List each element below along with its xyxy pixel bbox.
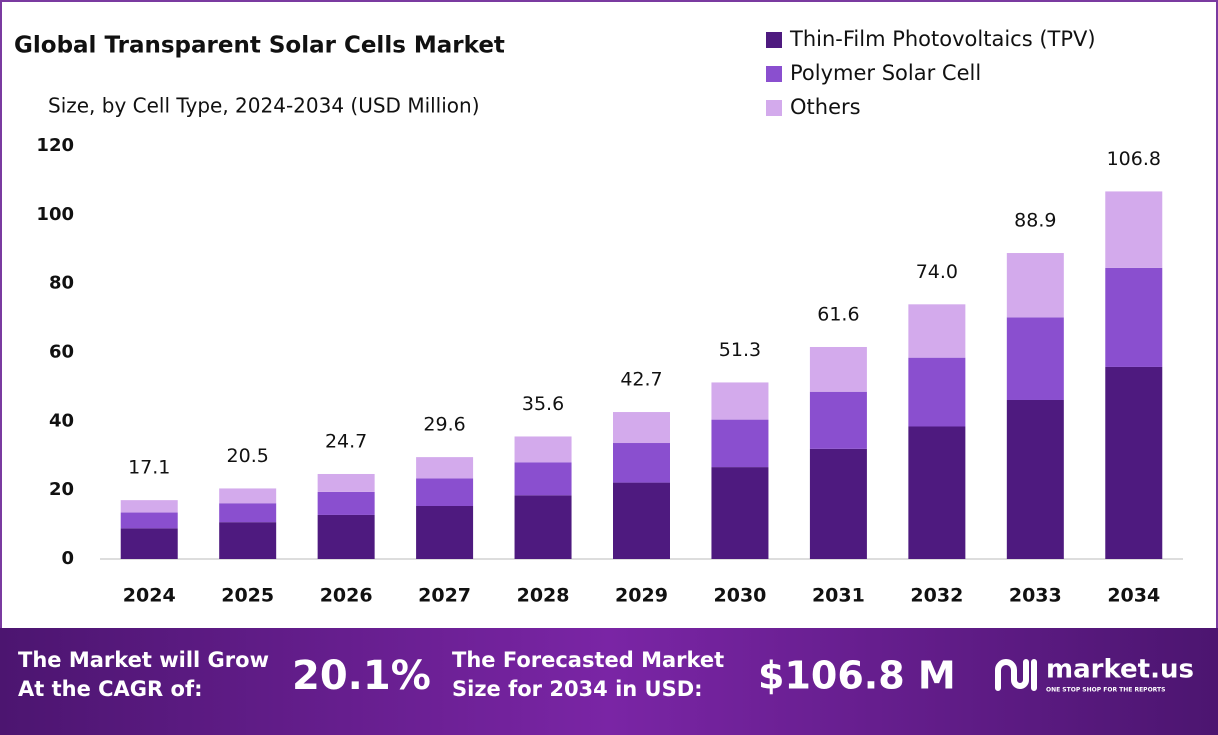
total-label: 106.8 bbox=[1107, 148, 1161, 170]
bar-segment bbox=[908, 304, 966, 358]
total-label: 74.0 bbox=[916, 261, 958, 283]
total-label: 24.7 bbox=[325, 430, 367, 452]
bar-segment bbox=[317, 473, 375, 492]
bar-segment bbox=[908, 426, 966, 559]
bar-segment bbox=[809, 448, 867, 559]
bar-segment bbox=[416, 505, 474, 559]
bar-segment bbox=[120, 500, 178, 513]
bar-segment bbox=[219, 488, 277, 504]
bar-segment bbox=[613, 443, 670, 483]
total-label: 35.6 bbox=[522, 393, 564, 415]
y-tick-label: 60 bbox=[49, 342, 74, 363]
bar-segment bbox=[711, 467, 769, 559]
x-tick-label: 2027 bbox=[418, 585, 471, 607]
bar-segment bbox=[809, 346, 867, 392]
bar-segment bbox=[809, 391, 867, 449]
footer: The Market will Grow At the CAGR of: 20.… bbox=[18, 648, 1194, 701]
x-tick-label: 2030 bbox=[714, 585, 767, 607]
legend-label: Thin-Film Photovoltaics (TPV) bbox=[789, 27, 1096, 51]
footer-text: The Market will Grow bbox=[18, 648, 269, 672]
y-tick-label: 40 bbox=[49, 410, 74, 431]
x-tick-label: 2024 bbox=[123, 585, 176, 607]
bar-segment bbox=[514, 436, 572, 463]
x-tick-label: 2033 bbox=[1009, 585, 1062, 607]
y-tick-label: 120 bbox=[36, 135, 74, 156]
bar-segment bbox=[711, 382, 769, 420]
bar-segment bbox=[317, 514, 375, 559]
tagline: ONE STOP SHOP FOR THE REPORTS bbox=[1046, 687, 1165, 694]
chart-title: Global Transparent Solar Cells Market bbox=[14, 33, 505, 59]
bar-segment bbox=[416, 457, 474, 479]
total-label: 20.5 bbox=[227, 445, 269, 467]
total-label: 88.9 bbox=[1014, 210, 1056, 232]
y-tick-label: 80 bbox=[49, 273, 74, 294]
x-tick-label: 2028 bbox=[517, 585, 570, 607]
brand: market.us bbox=[1046, 655, 1194, 685]
bar-segment bbox=[317, 491, 375, 515]
footer-cagr: 20.1% bbox=[292, 653, 431, 699]
footer-text: At the CAGR of: bbox=[18, 677, 203, 701]
x-tick-label: 2032 bbox=[910, 585, 963, 607]
bar-segment bbox=[908, 357, 966, 427]
x-tick-label: 2034 bbox=[1107, 585, 1160, 607]
bar-segment bbox=[120, 512, 178, 529]
legend-label: Others bbox=[790, 95, 861, 119]
bar-segment bbox=[1006, 317, 1064, 400]
bar-segment bbox=[1105, 191, 1163, 268]
x-tick-label: 2029 bbox=[615, 585, 668, 607]
chart-subtitle: Size, by Cell Type, 2024-2034 (USD Milli… bbox=[48, 94, 480, 118]
bar-segment bbox=[613, 412, 670, 444]
bar-segment bbox=[1006, 399, 1064, 559]
legend-label: Polymer Solar Cell bbox=[790, 61, 981, 85]
bar-segment bbox=[514, 462, 572, 496]
total-label: 17.1 bbox=[128, 457, 170, 479]
brand-logo bbox=[995, 659, 1037, 691]
total-label: 61.6 bbox=[817, 303, 859, 325]
y-tick-label: 20 bbox=[49, 479, 74, 500]
bar-segment bbox=[219, 503, 277, 523]
legend-swatch bbox=[766, 66, 782, 82]
bar-segment bbox=[219, 522, 277, 559]
bar-segment bbox=[1105, 267, 1163, 367]
bar-segment bbox=[120, 528, 178, 559]
y-tick-label: 100 bbox=[36, 204, 74, 225]
bar-segment bbox=[1105, 366, 1163, 559]
bar-segment bbox=[613, 482, 670, 559]
legend-swatch bbox=[766, 100, 782, 116]
x-tick-label: 2025 bbox=[221, 585, 274, 607]
y-tick-label: 0 bbox=[61, 548, 74, 569]
legend-swatch bbox=[766, 32, 782, 48]
total-label: 51.3 bbox=[719, 339, 761, 361]
footer-forecast: $106.8 M bbox=[758, 654, 956, 698]
footer-text: Size for 2034 in USD: bbox=[452, 677, 703, 701]
bar-segment bbox=[711, 419, 769, 468]
bar-segment bbox=[1006, 253, 1064, 318]
bar-segment bbox=[416, 478, 474, 506]
total-label: 29.6 bbox=[423, 414, 465, 436]
x-tick-label: 2026 bbox=[320, 585, 373, 607]
bar-segment bbox=[514, 495, 572, 559]
total-label: 42.7 bbox=[620, 369, 662, 391]
footer-text: The Forecasted Market bbox=[452, 648, 724, 672]
x-tick-label: 2031 bbox=[812, 585, 865, 607]
